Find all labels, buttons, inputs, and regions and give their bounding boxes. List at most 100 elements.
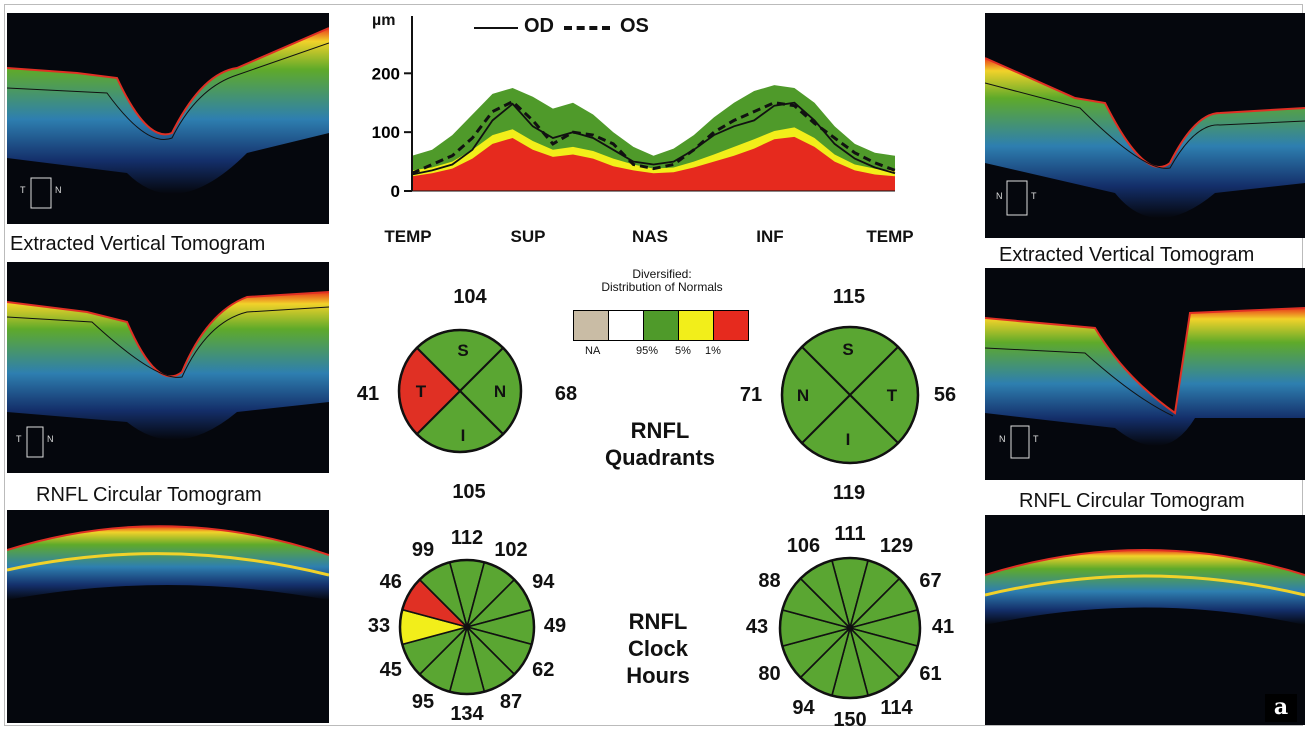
legend-label-5: 5% xyxy=(675,345,691,357)
quadrant-letter-i: I xyxy=(846,430,851,449)
legend-od-line xyxy=(474,27,518,29)
clock-hour-value: 94 xyxy=(792,696,815,719)
clock-label-line3: Hours xyxy=(626,663,690,688)
clock-hour-value: 61 xyxy=(919,662,942,685)
clock-hour-value: 46 xyxy=(379,571,402,593)
right-vertical-scan-top: N T xyxy=(985,13,1305,238)
y-tick-label: 100 xyxy=(372,123,400,142)
scan-marker-b: N xyxy=(55,185,62,195)
scan-marker-b: T xyxy=(1031,191,1037,201)
x-tick-nas: NAS xyxy=(632,227,668,246)
legend-label-1: 1% xyxy=(705,345,721,357)
clock-hour-value: 67 xyxy=(919,569,942,592)
clock-hour-value: 43 xyxy=(745,616,769,638)
clock-hours-chart-os xyxy=(778,556,922,700)
right-circular-caption: RNFL Circular Tomogram xyxy=(1019,490,1245,512)
clock-hour-value: 114 xyxy=(880,696,913,719)
quadrants-label-line2: Quadrants xyxy=(604,445,716,470)
clock-label-line1: RNFL xyxy=(628,609,688,634)
legend-swatch xyxy=(678,310,714,341)
series-os xyxy=(411,99,896,175)
quadrant-outline xyxy=(780,325,920,465)
quadrant-chart-od: S T N I xyxy=(397,328,523,454)
clock-hour-value: 134 xyxy=(450,703,484,725)
x-tick-sup: SUP xyxy=(510,227,546,246)
legend-od-label: OD xyxy=(524,15,554,37)
left-vertical-scan-bottom: T N xyxy=(7,262,329,473)
quadrants-label-line1: RNFL xyxy=(630,418,690,443)
rnfl-profile-chart: 0 100 200 µm OD OS xyxy=(340,8,940,253)
clock-hour-value: 62 xyxy=(532,659,555,681)
scan-marker-b: N xyxy=(47,434,54,444)
left-vertical-caption: Extracted Vertical Tomogram xyxy=(10,233,266,255)
right-vertical-scan-bottom: N T xyxy=(985,268,1305,480)
clock-hours-chart-od xyxy=(398,558,536,696)
quadrant-letter-t: T xyxy=(887,386,898,405)
scan-marker-a: T xyxy=(20,185,26,195)
legend-label-95: 95% xyxy=(636,345,659,357)
quadrant-outline xyxy=(397,328,523,454)
y-tick-label: 200 xyxy=(372,64,400,83)
clock-outline xyxy=(778,556,922,700)
x-tick-inf: INF xyxy=(756,227,784,246)
clock-hour-value: 49 xyxy=(543,615,567,637)
clock-hour-value: 106 xyxy=(786,535,821,558)
y-axis-unit: µm xyxy=(372,12,396,29)
left-vertical-scan-top: T N xyxy=(7,13,329,224)
left-circular-scan xyxy=(7,510,329,723)
clock-hour-value: 80 xyxy=(758,662,781,685)
legend-swatch xyxy=(608,310,644,341)
normal-band-red xyxy=(412,136,895,191)
clock-hour-value: 112 xyxy=(450,527,484,549)
quadrant-letter-s: S xyxy=(842,340,853,359)
quadrant-letter-t: T xyxy=(416,382,427,401)
clock-hour-value: 33 xyxy=(367,615,391,637)
od-quadrant-inferior-value: 105 xyxy=(452,481,486,503)
quadrant-chart-os: S N T I xyxy=(780,325,920,465)
clock-hour-value: 111 xyxy=(834,523,866,545)
right-vertical-caption: Extracted Vertical Tomogram xyxy=(999,244,1255,266)
quadrant-letter-n: N xyxy=(494,382,506,401)
os-quadrant-inferior-value: 119 xyxy=(832,482,866,504)
clock-hour-value: 87 xyxy=(499,691,523,714)
os-quadrant-nasal-value: 71 xyxy=(739,384,763,406)
legend-title-line1: Diversified: xyxy=(632,267,692,281)
scan-marker-a: T xyxy=(16,434,22,444)
clock-hour-value: 95 xyxy=(411,691,435,714)
clock-hour-value: 94 xyxy=(532,571,555,593)
right-circular-scan xyxy=(985,515,1305,725)
scan-marker-a: N xyxy=(996,191,1003,201)
os-quadrant-temporal-value: 56 xyxy=(933,384,957,406)
legend-os-label: OS xyxy=(620,15,649,37)
quadrant-letter-i: I xyxy=(461,426,466,445)
clock-hour-value: 150 xyxy=(833,709,867,731)
y-axis: 0 100 200 xyxy=(372,16,895,201)
legend-title: Diversified: Distribution of Normals xyxy=(601,268,722,294)
scan-marker-b: T xyxy=(1033,434,1039,444)
clock-hour-value: 41 xyxy=(931,616,955,638)
quadrant-letter-n: N xyxy=(797,386,809,405)
panel-mark: a xyxy=(1265,694,1297,722)
legend-swatch xyxy=(643,310,679,341)
clock-hour-value: 102 xyxy=(494,538,528,561)
quadrant-letter-s: S xyxy=(457,341,468,360)
quadrants-label: RNFL Quadrants xyxy=(605,417,715,471)
legend-title-line2: Distribution of Normals xyxy=(601,280,723,294)
clock-outline xyxy=(398,558,536,696)
clock-hour-value: 99 xyxy=(411,538,435,561)
legend-swatch xyxy=(573,310,609,341)
y-tick-label: 0 xyxy=(391,182,400,201)
legend-label-na: NA xyxy=(585,345,601,357)
od-quadrant-superior-value: 104 xyxy=(453,286,487,308)
legend-os-line xyxy=(564,26,610,30)
clock-hour-value: 88 xyxy=(758,569,781,592)
scan-marker-a: N xyxy=(999,434,1006,444)
od-quadrant-nasal-value: 68 xyxy=(554,383,578,405)
x-tick-temp-start: TEMP xyxy=(384,227,432,246)
od-quadrant-temporal-value: 41 xyxy=(356,383,380,405)
os-quadrant-superior-value: 115 xyxy=(832,286,866,308)
series-lines xyxy=(411,99,896,176)
left-circular-caption: RNFL Circular Tomogram xyxy=(36,484,262,506)
legend-swatch xyxy=(713,310,749,341)
clock-hour-value: 45 xyxy=(379,659,402,681)
